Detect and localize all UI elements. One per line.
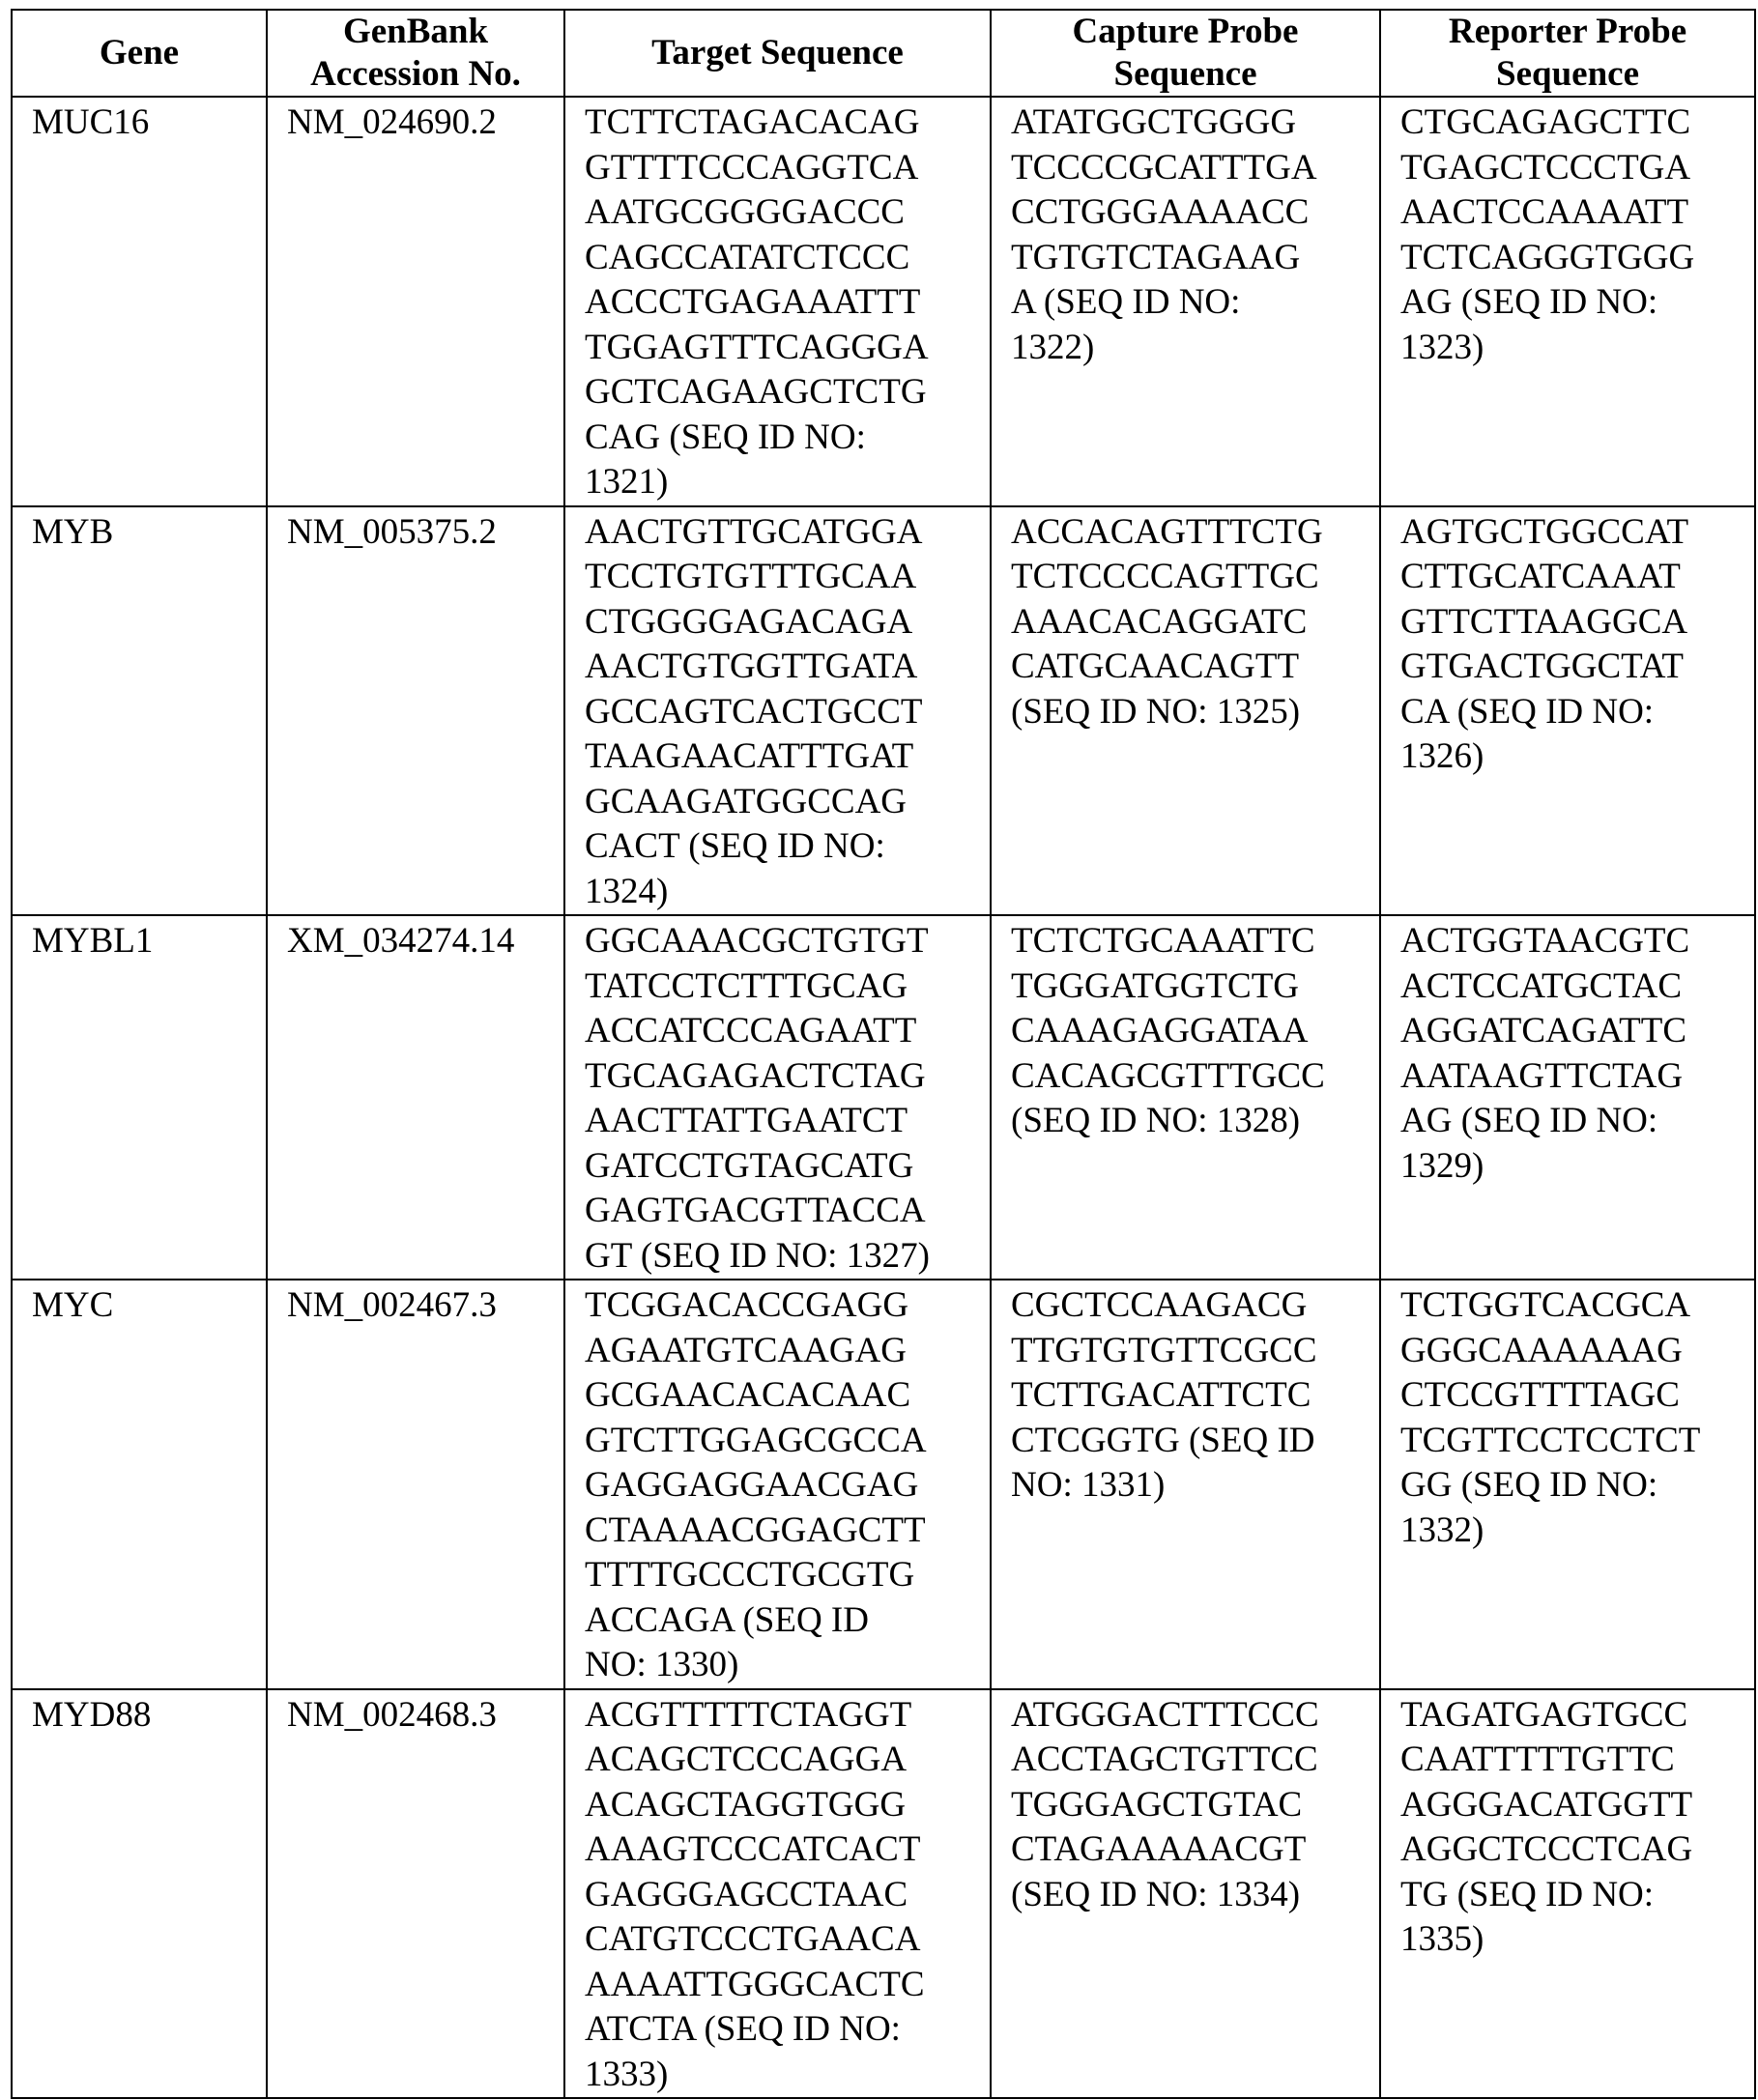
capture-probe-cell: ACCACAGTTTCTG TCTCCCCAGTTGC AAACACAGGATC… (991, 506, 1380, 916)
capture-probe-cell: TCTCTGCAAATTC TGGGATGGTCTG CAAAGAGGATAA … (991, 915, 1380, 1280)
gene-cell: MYD88 (12, 1689, 267, 2099)
table-row: MYD88 NM_002468.3 ACGTTTTTCTAGGT ACAGCTC… (12, 1689, 1755, 2099)
target-sequence-cell: ACGTTTTTCTAGGT ACAGCTCCCAGGA ACAGCTAGGTG… (564, 1689, 991, 2099)
gene-cell: MYB (12, 506, 267, 916)
capture-probe-cell: ATATGGCTGGGG TCCCCGCATTTGA CCTGGGAAAACC … (991, 97, 1380, 506)
header-accession: GenBank Accession No. (267, 10, 564, 97)
target-sequence-cell: GGCAAACGCTGTGT TATCCTCTTTGCAG ACCATCCCAG… (564, 915, 991, 1280)
target-sequence-cell: TCGGACACCGAGG AGAATGTCAAGAG GCGAACACACAA… (564, 1280, 991, 1689)
accession-cell: NM_024690.2 (267, 97, 564, 506)
reporter-probe-cell: TAGATGAGTGCC CAATTTTTGTTC AGGGACATGGTT A… (1380, 1689, 1755, 2099)
accession-cell: NM_005375.2 (267, 506, 564, 916)
header-target-sequence: Target Sequence (564, 10, 991, 97)
capture-probe-cell: CGCTCCAAGACG TTGTGTGTTCGCC TCTTGACATTCTC… (991, 1280, 1380, 1689)
target-sequence-cell: TCTTCTAGACACAG GTTTTCCCAGGTCA AATGCGGGGA… (564, 97, 991, 506)
table-row: MYB NM_005375.2 AACTGTTGCATGGA TCCTGTGTT… (12, 506, 1755, 916)
gene-cell: MUC16 (12, 97, 267, 506)
header-gene: Gene (12, 10, 267, 97)
capture-probe-cell: ATGGGACTTTCCC ACCTAGCTGTTCC TGGGAGCTGTAC… (991, 1689, 1380, 2099)
gene-cell: MYC (12, 1280, 267, 1689)
header-capture-probe: Capture Probe Sequence (991, 10, 1380, 97)
table-row: MYC NM_002467.3 TCGGACACCGAGG AGAATGTCAA… (12, 1280, 1755, 1689)
sequence-table: Gene GenBank Accession No. Target Sequen… (11, 9, 1756, 2099)
header-row: Gene GenBank Accession No. Target Sequen… (12, 10, 1755, 97)
reporter-probe-cell: CTGCAGAGCTTC TGAGCTCCCTGA AACTCCAAAATT T… (1380, 97, 1755, 506)
table-row: MUC16 NM_024690.2 TCTTCTAGACACAG GTTTTCC… (12, 97, 1755, 506)
accession-cell: XM_034274.14 (267, 915, 564, 1280)
gene-cell: MYBL1 (12, 915, 267, 1280)
header-reporter-probe: Reporter Probe Sequence (1380, 10, 1755, 97)
reporter-probe-cell: ACTGGTAACGTC ACTCCATGCTAC AGGATCAGATTC A… (1380, 915, 1755, 1280)
target-sequence-cell: AACTGTTGCATGGA TCCTGTGTTTGCAA CTGGGGAGAC… (564, 506, 991, 916)
reporter-probe-cell: TCTGGTCACGCA GGGCAAAAAAG CTCCGTTTTAGC TC… (1380, 1280, 1755, 1689)
accession-cell: NM_002468.3 (267, 1689, 564, 2099)
reporter-probe-cell: AGTGCTGGCCAT CTTGCATCAAAT GTTCTTAAGGCA G… (1380, 506, 1755, 916)
accession-cell: NM_002467.3 (267, 1280, 564, 1689)
table-row: MYBL1 XM_034274.14 GGCAAACGCTGTGT TATCCT… (12, 915, 1755, 1280)
